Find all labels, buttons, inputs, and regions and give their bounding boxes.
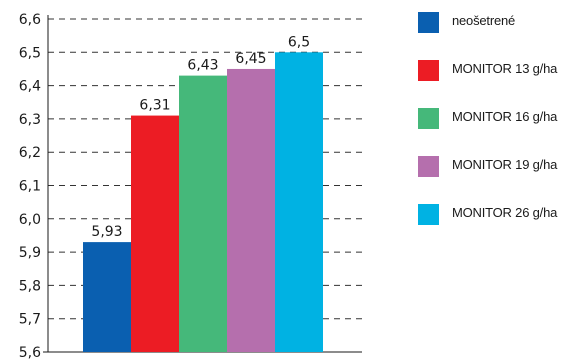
data-label: 6,5	[288, 34, 310, 50]
y-tick-label: 5,6	[19, 345, 41, 361]
bar	[131, 115, 179, 352]
bar	[275, 52, 323, 353]
legend-swatch	[418, 108, 439, 129]
legend-swatch	[418, 12, 439, 33]
y-tick-label: 6,5	[19, 45, 41, 61]
bar	[227, 68, 275, 352]
legend-swatch	[418, 60, 439, 81]
data-label: 5,93	[91, 224, 122, 240]
data-label: 6,31	[139, 98, 170, 114]
y-tick-label: 6,2	[19, 145, 41, 161]
bar	[179, 75, 227, 353]
data-label: 6,45	[235, 51, 266, 67]
legend-swatch	[418, 204, 439, 225]
y-tick-label: 5,8	[19, 278, 41, 294]
legend-label: neošetrené	[452, 13, 516, 28]
y-tick-label: 6,3	[19, 112, 41, 128]
legend-label: MONITOR 13 g/ha	[452, 61, 558, 76]
legend-label: MONITOR 19 g/ha	[452, 157, 558, 172]
data-label: 6,43	[187, 58, 218, 74]
legend-label: MONITOR 26 g/ha	[452, 205, 558, 220]
y-tick-label: 5,7	[19, 312, 41, 328]
data-labels: 5,93 6,31 6,43 6,45 6,5	[91, 34, 310, 240]
legend-swatch	[418, 156, 439, 177]
y-tick-label: 6,0	[19, 212, 41, 228]
y-tick-label: 5,9	[19, 245, 41, 261]
y-tick-label: 6,4	[19, 79, 41, 95]
bars	[83, 52, 323, 353]
legend-label: MONITOR 16 g/ha	[452, 109, 558, 124]
y-tick-label: 6,1	[19, 179, 41, 195]
bar	[83, 242, 131, 352]
y-tick-label: 6,6	[19, 12, 41, 28]
